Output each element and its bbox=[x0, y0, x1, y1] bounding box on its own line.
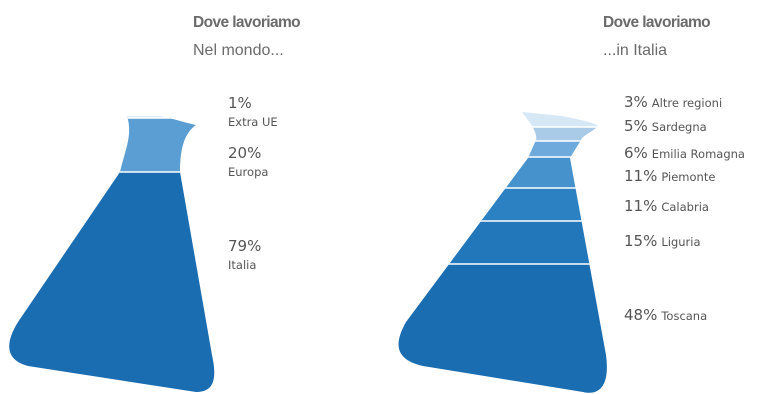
data-label-italia: 79% Italia bbox=[228, 237, 261, 272]
flask-chart-world bbox=[9, 116, 215, 392]
label-category: Liguria bbox=[661, 235, 701, 249]
data-label-piemonte: 11% Piemonte bbox=[624, 166, 715, 185]
label-value: 5% bbox=[624, 117, 648, 135]
data-label-calabria: 11% Calabria bbox=[624, 196, 709, 215]
data-label-altre-regioni: 3% Altre regioni bbox=[624, 92, 722, 111]
chart-title: Dove lavoriamo bbox=[603, 14, 711, 31]
flask-segment-europa bbox=[9, 118, 215, 172]
data-label-liguria: 15% Liguria bbox=[624, 231, 701, 250]
label-value: 48% bbox=[624, 306, 658, 324]
data-label-extra-ue: 1% Extra UE bbox=[228, 94, 278, 129]
data-label-sardegna: 5% Sardegna bbox=[624, 116, 707, 135]
chart-subtitle: ...in Italia bbox=[603, 42, 668, 59]
label-value: 20% bbox=[228, 144, 262, 162]
flask-segment-toscana bbox=[398, 264, 607, 393]
label-value: 6% bbox=[624, 144, 648, 162]
label-value: 1% bbox=[228, 94, 252, 112]
chart-italy: Dove lavoriamo ...in Italia 3% Altre regi… bbox=[388, 0, 776, 394]
label-category: Europa bbox=[228, 165, 269, 179]
label-value: 79% bbox=[228, 237, 262, 255]
label-category: Piemonte bbox=[661, 170, 716, 184]
flask-segment-liguria bbox=[398, 221, 607, 264]
chart-subtitle: Nel mondo... bbox=[193, 42, 284, 59]
label-value: 11% bbox=[624, 197, 658, 215]
label-value: 11% bbox=[624, 167, 658, 185]
chart-world: Dove lavoriamo Nel mondo... 1% Extra UE … bbox=[9, 14, 301, 392]
label-category: Sardegna bbox=[651, 120, 707, 134]
label-category: Toscana bbox=[661, 309, 708, 323]
data-label-europa: 20% Europa bbox=[228, 144, 268, 179]
flask-chart-italy bbox=[398, 112, 607, 393]
flask-segment-sardegna bbox=[398, 127, 607, 141]
label-category: Italia bbox=[228, 258, 257, 272]
label-category: Calabria bbox=[661, 200, 709, 214]
flask-segment-extra-ue bbox=[9, 116, 215, 118]
flask-segment-italia bbox=[9, 172, 215, 392]
data-label-emilia-romagna: 6% Emilia Romagna bbox=[624, 143, 745, 162]
data-label-toscana: 48% Toscana bbox=[624, 305, 707, 324]
label-value: 3% bbox=[624, 93, 648, 111]
label-category: Extra UE bbox=[228, 115, 278, 129]
label-category: Emilia Romagna bbox=[651, 147, 745, 161]
chart-title: Dove lavoriamo bbox=[193, 14, 301, 31]
flask-segment-calabria bbox=[398, 188, 607, 221]
label-category: Altre regioni bbox=[651, 96, 723, 110]
label-value: 15% bbox=[624, 232, 658, 250]
